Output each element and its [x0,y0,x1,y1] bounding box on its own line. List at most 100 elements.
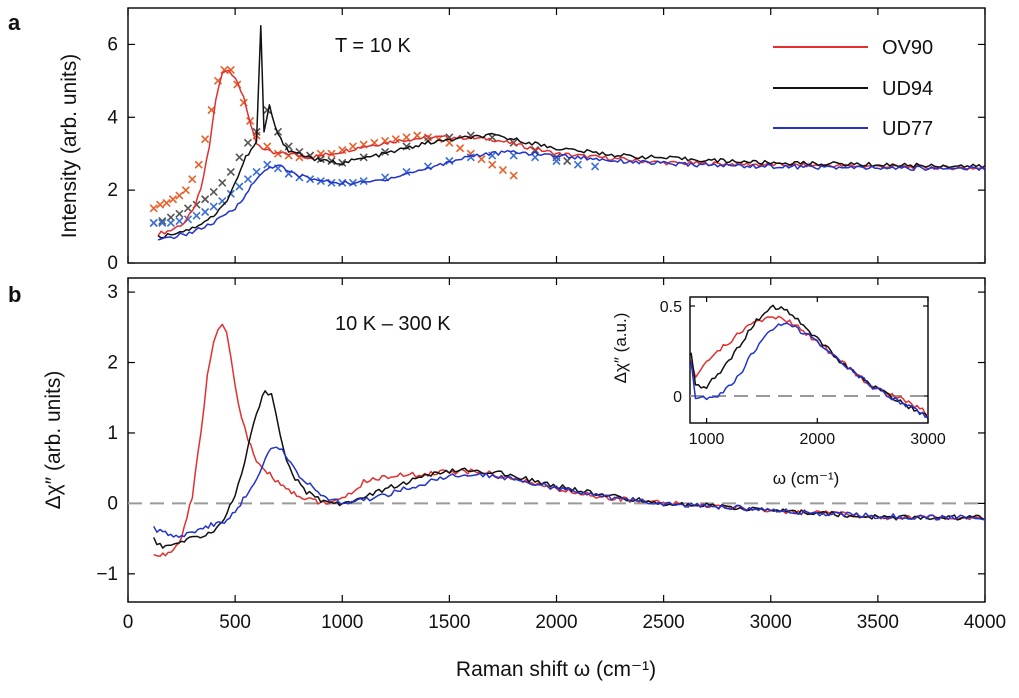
marker-cross [552,156,561,166]
marker-cross [338,146,347,155]
marker-cross [220,65,229,74]
marker-cross [498,166,508,175]
marker-cross [226,65,235,74]
legend-label-ud94: UD94 [882,78,933,100]
marker-cross [563,156,572,166]
markers-ud94 [149,105,572,227]
y-tick-label: 0.5 [660,299,682,316]
marker-cross [235,153,244,162]
axes-frame [689,296,929,424]
series-line-ud94 [690,304,929,419]
marker-cross [477,155,486,164]
marker-cross [456,144,465,153]
marker-cross [273,149,283,158]
y-tick-label: 0 [107,493,118,514]
marker-cross [391,135,400,144]
y-tick-label: 2 [107,180,118,201]
marker-cross [488,151,497,160]
marker-cross [263,142,272,151]
panel-a-annotation: T = 10 K [335,35,411,57]
marker-cross [327,149,336,158]
marker-cross [218,178,227,187]
marker-cross [226,167,235,176]
x-tick-label: 1000 [689,431,725,448]
legend: OV90 UD94 UD77 [773,37,933,140]
marker-cross [162,198,171,207]
legend-label-ud77: UD77 [882,118,933,140]
inset-axes: 1000 2000 3000 0 0.5 [660,296,946,448]
marker-cross [175,209,184,218]
marker-cross [183,204,193,213]
x-tick-label: 2500 [642,612,684,633]
marker-cross [316,155,325,164]
inset-plot-area [690,304,929,419]
series-line-ud77 [157,149,986,241]
y-tick-label: −1 [96,564,118,585]
marker-cross [243,175,253,184]
marker-cross [590,162,600,171]
x-tick-label: 3000 [910,431,946,448]
marker-cross [149,218,158,227]
series-line-ov90 [153,323,986,558]
inset-ylabel: Δχ″ (a.u.) [611,313,630,384]
y-tick-label: 0 [673,389,682,406]
marker-cross [209,202,218,211]
marker-cross [166,218,175,227]
marker-cross [175,191,184,200]
panel-b: b 10 K – 300 K Δχ″ (arb. units) Raman sh… [8,277,1006,681]
inset: Δχ″ (a.u.) ω (cm⁻¹) 1000 2000 3000 0 0.5 [611,296,946,488]
x-tick-label: 1500 [428,612,470,633]
legend-label-ov90: OV90 [882,37,933,59]
x-tick-label: 2000 [535,612,577,633]
marker-cross [192,211,201,220]
y-tick-label: 2 [107,353,118,374]
y-tick-label: 4 [107,107,118,128]
panel-a-ylabel: Intensity (arb. units) [58,54,81,238]
marker-cross [156,200,165,209]
marker-cross [175,217,184,226]
x-tick-label: 0 [123,612,134,633]
x-tick-label: 500 [219,612,251,633]
marker-cross [181,186,190,195]
x-tick-label: 1000 [321,612,363,633]
x-tick-label: 4000 [964,612,1006,633]
marker-cross [509,171,518,180]
marker-cross [243,138,253,147]
marker-cross [168,195,178,204]
marker-cross [158,217,167,226]
marker-cross [488,160,497,169]
marker-cross [348,178,358,187]
panel-b-annotation: 10 K – 300 K [335,313,451,335]
panel-label-a: a [8,10,21,35]
marker-cross [201,207,210,217]
x-tick-label: 2000 [800,431,836,448]
marker-cross [381,147,390,156]
marker-cross [201,195,210,204]
panel-label-b: b [8,282,21,307]
series-line-ud77 [153,446,986,539]
marker-cross [359,176,368,186]
marker-cross [188,175,197,184]
marker-cross [252,167,261,176]
y-tick-label: 3 [107,282,118,303]
marker-cross [201,135,210,144]
series-line-ov90 [157,69,986,237]
panel-b-ylabel: Δχ″ (arb. units) [42,371,65,510]
marker-cross [149,204,158,213]
markers-ud77 [149,151,600,227]
y-tick-label: 1 [107,423,118,444]
x-axis-label: Raman shift ω (cm⁻¹) [456,658,656,681]
y-tick-label: 6 [107,34,118,55]
marker-cross [413,131,422,140]
marker-cross [466,153,475,162]
panel-b-axes: 0 500 1000 1500 2000 2500 3000 3500 4000 −1 0 1 2 3 [96,277,1006,633]
series-line-ud77 [690,322,929,418]
marker-cross [158,218,167,227]
x-tick-label: 3500 [857,612,899,633]
marker-cross [338,178,347,187]
marker-cross [209,187,218,197]
marker-cross [402,133,411,142]
panel-b-plot-area [128,323,986,558]
marker-cross [573,160,582,169]
